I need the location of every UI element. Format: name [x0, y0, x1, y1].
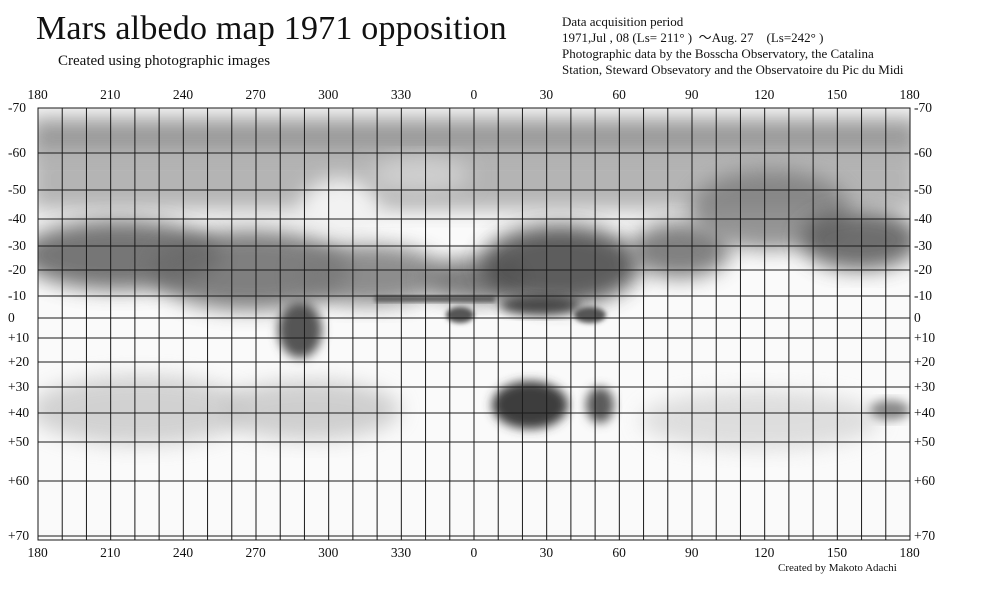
- author-credit: Created by Makoto Adachi: [778, 562, 897, 574]
- latitude-label-left: -30: [8, 238, 26, 253]
- latitude-label-left: -40: [8, 211, 26, 226]
- longitude-label-bottom: 240: [172, 545, 194, 560]
- latitude-label-right: +20: [914, 354, 936, 369]
- longitude-label-top: 330: [390, 87, 412, 102]
- longitude-label-bottom: 180: [899, 545, 920, 560]
- latitude-label-left: -10: [8, 288, 26, 303]
- latitude-label-right: -50: [914, 182, 932, 197]
- longitude-label-top: 120: [754, 87, 775, 102]
- longitude-label-top: 300: [318, 87, 339, 102]
- longitude-label-bottom: 210: [100, 545, 121, 560]
- latitude-label-left: -60: [8, 145, 26, 160]
- latitude-label-right: +60: [914, 473, 936, 488]
- latitude-label-left: +70: [8, 528, 30, 543]
- latitude-label-left: +60: [8, 473, 30, 488]
- longitude-label-bottom: 180: [27, 545, 48, 560]
- longitude-label-top: 210: [100, 87, 121, 102]
- longitude-label-bottom: 90: [685, 545, 699, 560]
- longitude-label-top: 180: [899, 87, 920, 102]
- latitude-label-left: +50: [8, 434, 30, 449]
- longitude-label-bottom: 60: [612, 545, 626, 560]
- longitude-label-top: 30: [539, 87, 554, 102]
- latitude-label-right: -10: [914, 288, 932, 303]
- longitude-label-top: 270: [245, 87, 266, 102]
- longitude-label-top: 180: [27, 87, 48, 102]
- info-line-3: Photographic data by the Bosscha Observa…: [562, 46, 874, 61]
- latitude-label-right: +50: [914, 434, 936, 449]
- map-title: Mars albedo map 1971 opposition: [36, 10, 507, 47]
- longitude-label-top: 0: [470, 87, 478, 102]
- longitude-label-bottom: 120: [754, 545, 775, 560]
- latitude-label-left: +20: [8, 354, 30, 369]
- latitude-label-right: +40: [914, 405, 936, 420]
- latitude-label-right: +70: [914, 528, 936, 543]
- longitude-label-bottom: 150: [826, 545, 848, 560]
- longitude-label-top: 90: [685, 87, 699, 102]
- latitude-label-left: +10: [8, 330, 30, 345]
- longitude-label-bottom: 30: [539, 545, 554, 560]
- latitude-label-left: +40: [8, 405, 30, 420]
- latitude-label-left: 0: [8, 310, 15, 325]
- latitude-label-right: -20: [914, 262, 932, 277]
- map-border: [37, 107, 911, 541]
- map-subtitle: Created using photographic images: [58, 53, 271, 69]
- latitude-label-right: 0: [914, 310, 921, 325]
- info-line-1: Data acquisition period: [562, 14, 684, 29]
- latitude-label-left: -20: [8, 262, 26, 277]
- longitude-label-bottom: 300: [318, 545, 339, 560]
- longitude-label-top: 60: [612, 87, 626, 102]
- latitude-label-right: -60: [914, 145, 932, 160]
- latitude-label-left: -70: [8, 100, 26, 115]
- info-line-4: Station, Steward Obsevatory and the Obse…: [562, 62, 904, 77]
- latitude-label-left: +30: [8, 379, 30, 394]
- latitude-label-right: -40: [914, 211, 932, 226]
- latitude-label-right: +30: [914, 379, 936, 394]
- longitude-label-top: 150: [826, 87, 848, 102]
- longitude-label-bottom: 0: [470, 545, 478, 560]
- longitude-label-bottom: 330: [390, 545, 412, 560]
- latitude-label-right: +10: [914, 330, 936, 345]
- longitude-label-top: 240: [172, 87, 194, 102]
- longitude-label-bottom: 270: [245, 545, 266, 560]
- latitude-label-right: -30: [914, 238, 932, 253]
- info-block: Data acquisition period 1971,Jul , 08 (L…: [562, 14, 904, 78]
- latitude-label-left: -50: [8, 182, 26, 197]
- info-line-2: 1971,Jul , 08 (Ls= 211° ) ～Aug. 27 (Ls=2…: [562, 30, 824, 45]
- latitude-label-right: -70: [914, 100, 932, 115]
